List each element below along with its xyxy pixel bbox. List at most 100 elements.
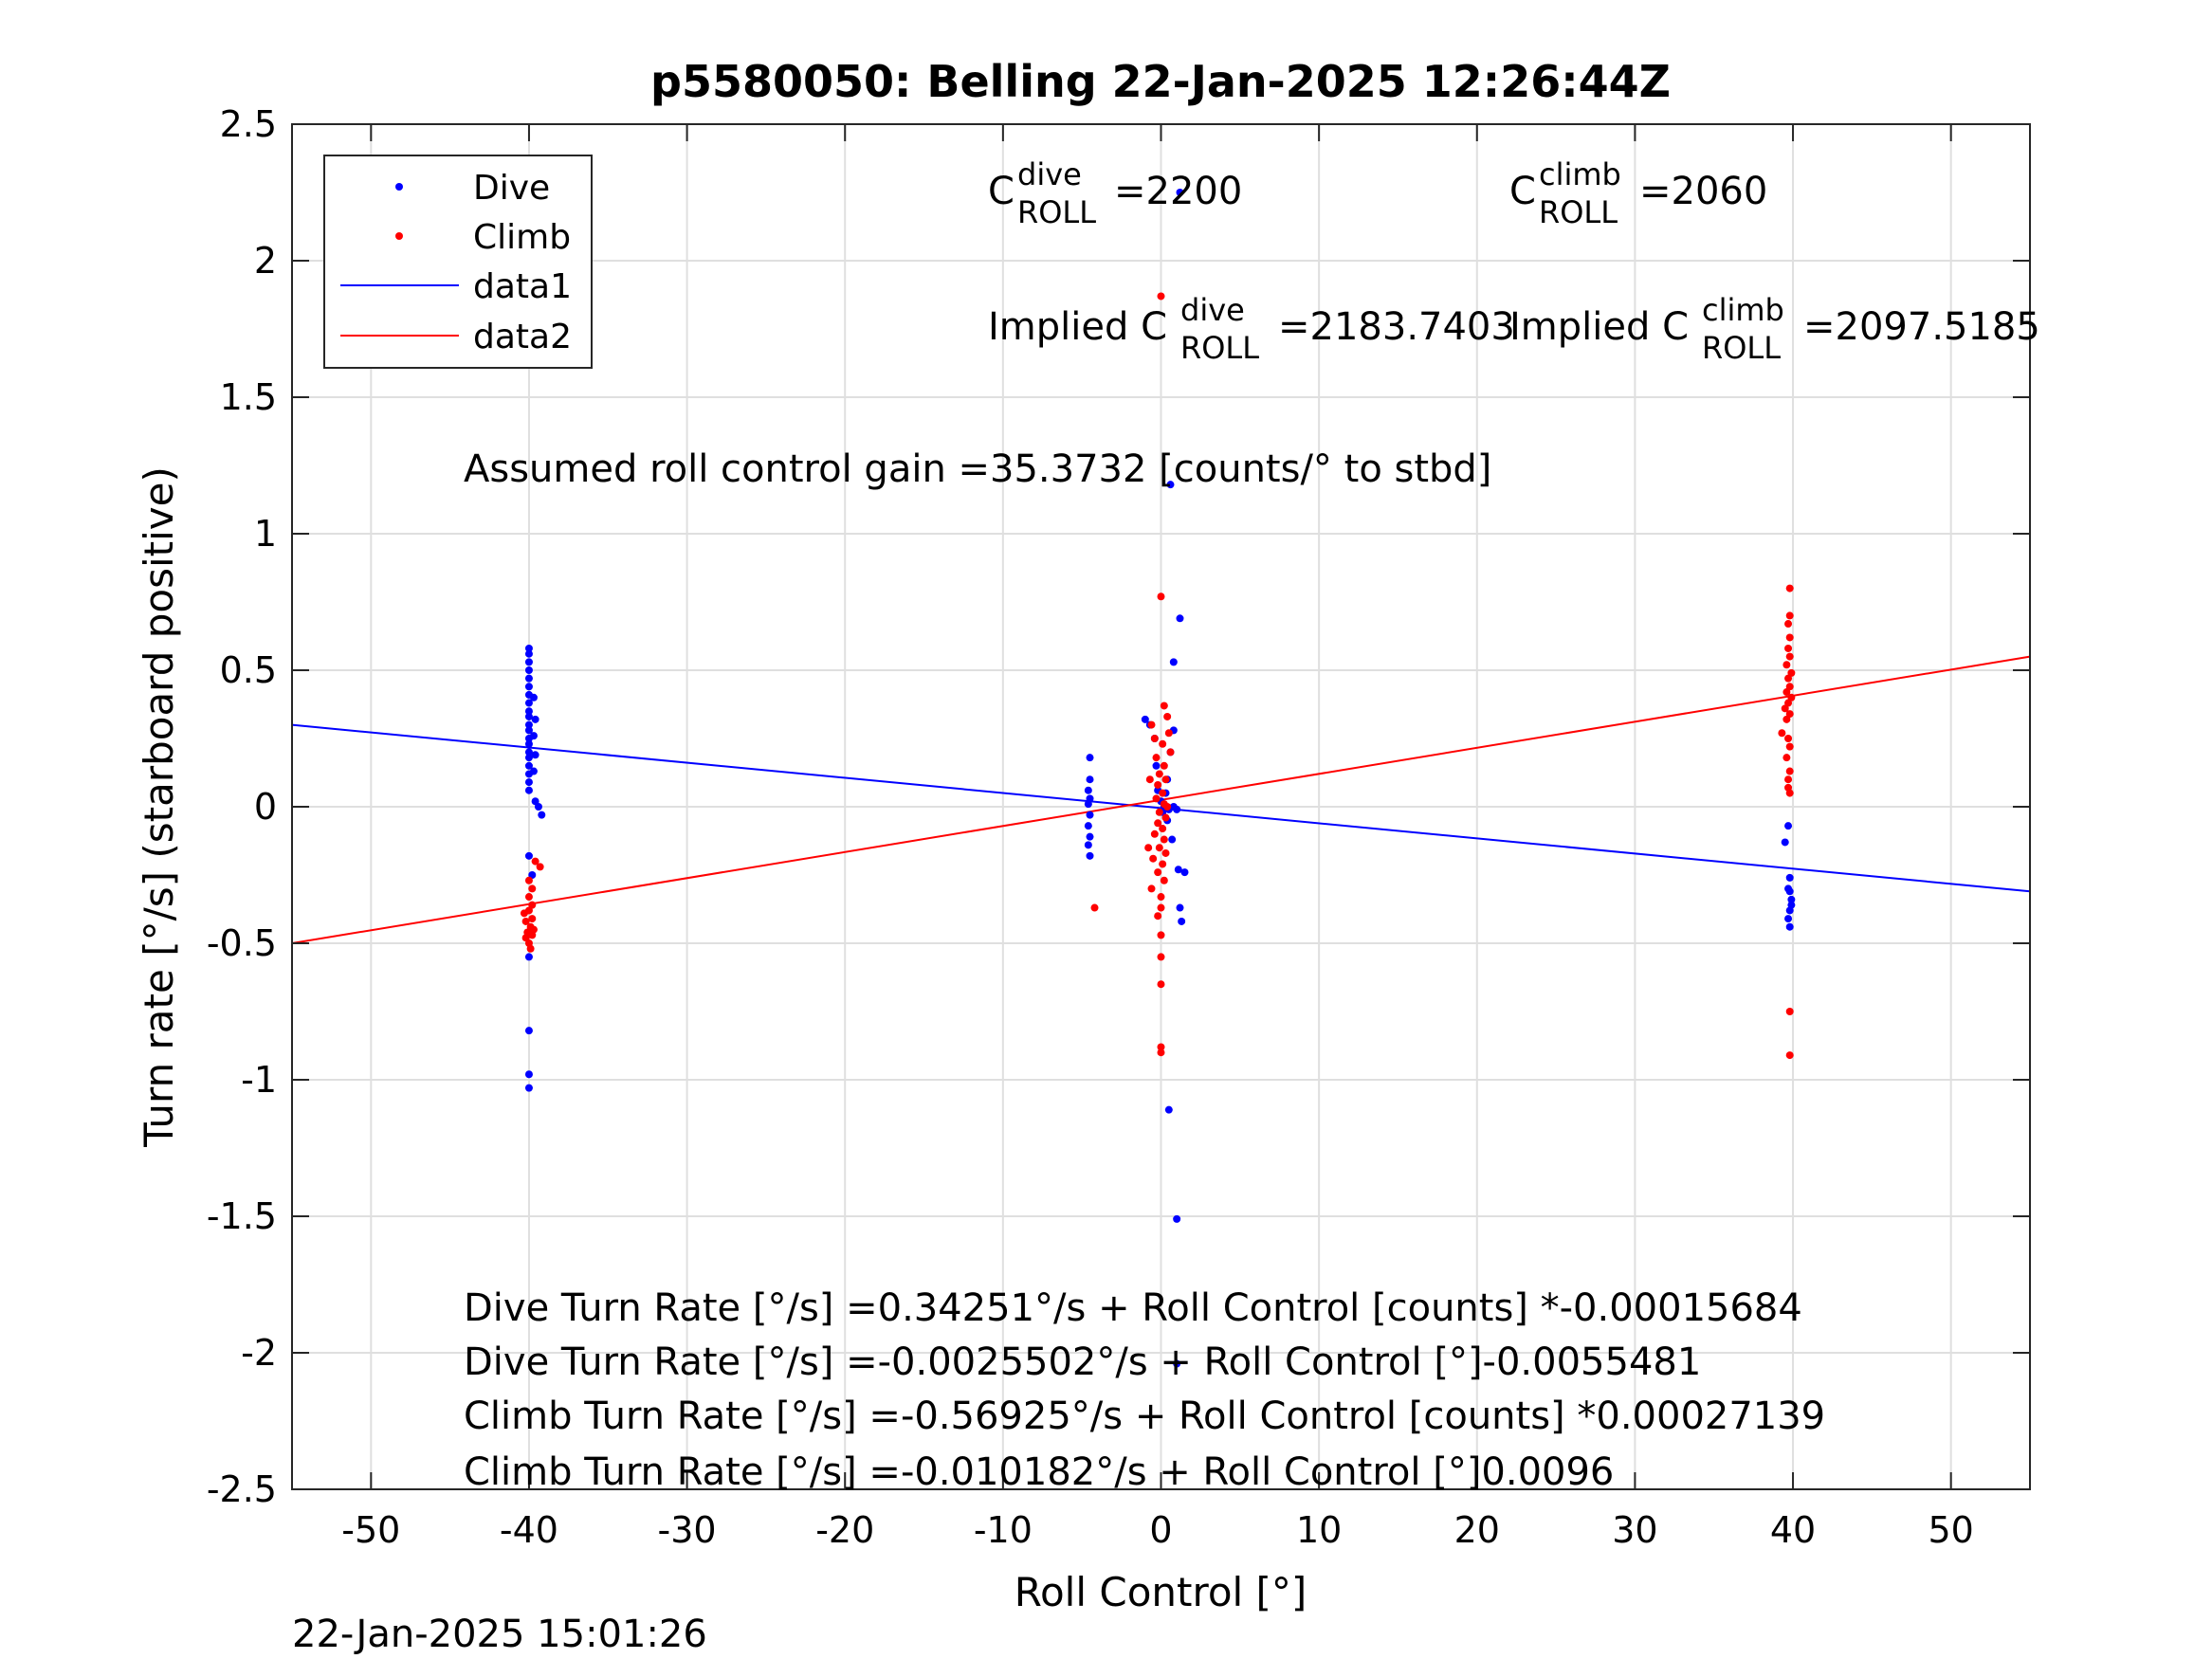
c-roll-climb-sub: ROLL xyxy=(1539,194,1618,230)
climb-point xyxy=(1152,754,1161,762)
dive-point xyxy=(1152,761,1161,770)
climb-point xyxy=(1784,674,1793,683)
c-roll-dive-sub: ROLL xyxy=(1017,194,1096,230)
dive-point xyxy=(524,712,533,720)
dive-point xyxy=(1173,1214,1181,1223)
climb-point xyxy=(1785,1051,1794,1060)
climb-point xyxy=(1163,803,1172,811)
dive-point xyxy=(524,1070,533,1079)
climb-point xyxy=(1778,729,1786,738)
climb-point xyxy=(1157,893,1165,902)
climb-point xyxy=(1152,794,1161,803)
x-tick-label: 20 xyxy=(1454,1509,1500,1551)
dive-point xyxy=(1164,1105,1173,1114)
climb-point xyxy=(1161,813,1170,822)
y-tick-label: 0.5 xyxy=(220,649,277,691)
climb-point xyxy=(1166,748,1175,757)
climb-point xyxy=(1155,770,1163,778)
dive-point xyxy=(524,778,533,787)
climb-point xyxy=(1785,742,1794,751)
climb-point xyxy=(1147,720,1156,729)
climb-point xyxy=(1159,860,1167,868)
implied-climb-sup: climb xyxy=(1702,292,1784,328)
legend-climb-label: Climb xyxy=(473,218,571,257)
climb-point xyxy=(1784,644,1793,652)
dive-point xyxy=(1173,805,1181,813)
climb-point xyxy=(1157,953,1165,961)
dive-point xyxy=(524,748,533,757)
x-tick-label: -30 xyxy=(658,1509,717,1551)
dive-point xyxy=(531,715,539,723)
dive-point xyxy=(1086,851,1094,860)
climb-point xyxy=(1157,980,1165,989)
y-tick-label: -1 xyxy=(241,1059,277,1101)
legend-dive-marker xyxy=(395,183,403,191)
gain-annotation: Assumed roll control gain =35.3732 [coun… xyxy=(464,447,1491,491)
dive-point xyxy=(524,720,533,729)
dive-degrees-equation: Dive Turn Rate [°/s] =-0.0025502°/s + Ro… xyxy=(464,1340,1701,1384)
climb-point xyxy=(1154,868,1162,877)
climb-point xyxy=(1157,1043,1165,1051)
climb-point xyxy=(1150,830,1159,838)
climb-point xyxy=(1147,884,1156,893)
climb-point xyxy=(528,884,537,893)
climb-point xyxy=(1782,688,1791,697)
dive-point xyxy=(1086,811,1094,819)
dive-point xyxy=(1781,838,1789,847)
x-tick-label: 50 xyxy=(1929,1509,1974,1551)
climb-point xyxy=(1157,1048,1165,1057)
c-roll-dive-value: =2200 xyxy=(1114,170,1242,213)
legend-dive-label: Dive xyxy=(473,169,550,208)
climb-point xyxy=(520,909,528,918)
dive-point xyxy=(524,649,533,658)
c-roll-climb-sup: climb xyxy=(1539,156,1621,192)
implied-c-roll-dive: Implied C dive ROLL =2183.7403 xyxy=(988,292,1515,366)
climb-point xyxy=(1160,876,1168,884)
climb-point xyxy=(526,944,535,953)
climb-point xyxy=(1150,735,1159,742)
dive-point xyxy=(1168,835,1177,844)
dive-point xyxy=(524,683,533,691)
dive-point xyxy=(1785,873,1794,882)
climb-point xyxy=(1782,661,1791,669)
climb-point xyxy=(1157,592,1165,601)
c-roll-dive-sup: dive xyxy=(1017,156,1082,192)
dive-point xyxy=(1084,800,1092,809)
implied-climb-base: Implied C xyxy=(1509,305,1689,349)
climb-point xyxy=(1154,780,1162,789)
x-axis-label: Roll Control [°] xyxy=(1015,1569,1307,1615)
climb-point xyxy=(1785,584,1794,592)
dive-point xyxy=(1785,922,1794,931)
dive-point xyxy=(524,674,533,683)
dive-point xyxy=(1785,887,1794,896)
climb-point xyxy=(521,917,530,925)
climb-point xyxy=(524,876,533,884)
c-roll-dive: C dive ROLL =2200 xyxy=(988,156,1242,230)
legend: Dive Climb data1 data2 xyxy=(323,155,593,369)
y-tick-label: -1.5 xyxy=(207,1195,277,1237)
implied-climb-sub: ROLL xyxy=(1702,330,1781,366)
dive-point xyxy=(524,699,533,707)
dive-point xyxy=(1787,895,1796,903)
implied-c-roll-climb: Implied C climb ROLL =2097.5185 xyxy=(1509,292,2040,366)
climb-point xyxy=(1159,739,1167,748)
x-tick-label: -40 xyxy=(500,1509,558,1551)
dive-point xyxy=(529,732,538,740)
climb-point xyxy=(529,925,538,934)
dive-point xyxy=(524,726,533,735)
dive-point xyxy=(524,754,533,762)
dive-point xyxy=(538,811,546,819)
y-axis-label: Turn rate [°/s] (starboard positive) xyxy=(136,466,182,1148)
y-tick-label: -0.5 xyxy=(207,922,277,964)
dive-point xyxy=(524,761,533,770)
climb-point xyxy=(1785,767,1794,775)
climb-point xyxy=(1782,754,1791,762)
chart-title: p5580050: Belling 22-Jan-2025 12:26:44Z xyxy=(650,56,1671,107)
dive-point xyxy=(524,851,533,860)
dive-point xyxy=(524,666,533,674)
y-tick-label: 2.5 xyxy=(220,103,277,145)
y-tick-label: 1 xyxy=(254,513,277,555)
climb-counts-equation: Climb Turn Rate [°/s] =-0.56925°/s + Rol… xyxy=(464,1395,1825,1438)
dive-point xyxy=(1180,868,1189,877)
dive-point xyxy=(1086,775,1094,784)
